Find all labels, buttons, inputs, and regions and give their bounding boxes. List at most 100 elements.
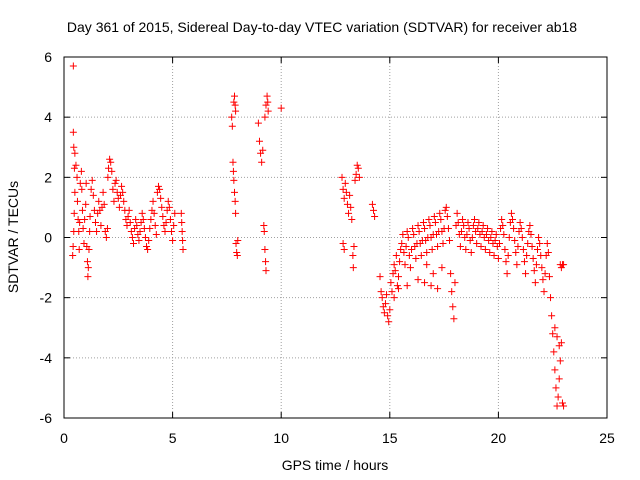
data-point-0-51 [106,155,114,163]
data-point-0-111 [171,209,179,217]
data-point-0-241 [451,279,459,287]
data-point-0-82 [139,215,147,223]
x-tick-label-20: 20 [491,430,507,446]
data-point-0-60 [115,203,123,211]
data-point-0-162 [351,176,359,184]
data-point-0-191 [397,246,405,254]
data-point-0-238 [448,288,456,296]
data-point-0-163 [352,170,360,178]
data-point-0-86 [144,246,152,254]
data-point-0-218 [426,221,434,229]
data-point-0-27 [83,258,91,266]
data-point-0-202 [409,224,417,232]
data-point-0-324 [541,270,549,278]
data-point-0-258 [469,221,477,229]
data-point-0-295 [510,224,518,232]
data-points [69,62,568,410]
data-point-0-289 [503,270,511,278]
data-point-0-136 [258,158,266,166]
data-point-0-319 [536,240,544,248]
data-point-0-20 [78,206,86,214]
data-point-0-267 [479,221,487,229]
data-point-0-351 [427,282,435,290]
data-point-0-85 [143,243,151,251]
data-point-0-188 [393,282,401,290]
data-point-0-269 [481,246,489,254]
data-point-0-5 [71,188,79,196]
data-point-0-53 [108,167,116,175]
data-point-0-99 [158,203,166,211]
data-point-0-282 [495,240,503,248]
data-point-0-18 [77,167,85,175]
data-point-0-275 [488,227,496,235]
data-point-0-10 [72,161,80,169]
data-point-0-49 [104,173,112,181]
data-point-0-33 [87,185,95,193]
data-point-0-240 [450,315,458,323]
data-point-0-208 [415,227,423,235]
data-point-0-137 [259,146,267,154]
data-point-0-143 [261,113,269,121]
y-tick-label--4: -4 [40,350,53,366]
data-point-0-168 [340,246,348,254]
data-point-0-358 [390,294,398,302]
data-point-0-196 [402,243,410,251]
data-point-0-13 [74,215,82,223]
data-point-0-44 [99,188,107,196]
data-point-0-132 [232,107,240,115]
data-point-0-133 [254,119,262,127]
data-point-0-84 [141,234,149,241]
x-tick-label-25: 25 [599,430,615,446]
data-point-0-183 [388,288,396,296]
data-point-0-270 [482,230,490,238]
data-point-0-278 [491,237,499,245]
data-point-0-350 [421,279,429,287]
data-point-0-17 [76,179,84,187]
data-point-0-203 [410,230,418,238]
data-point-0-298 [513,261,521,269]
data-point-0-87 [145,237,153,245]
data-point-0-93 [151,221,159,229]
data-point-0-155 [345,209,353,217]
data-point-0-332 [550,348,558,356]
data-point-0-8 [69,128,77,136]
data-point-0-213 [421,224,429,232]
data-point-0-316 [532,261,540,269]
data-point-0-303 [518,234,526,241]
data-point-0-35 [89,191,97,199]
data-point-0-197 [403,227,411,235]
data-point-0-106 [165,203,173,211]
data-point-0-146 [264,98,272,106]
data-point-0-334 [552,384,560,392]
data-point-0-253 [464,218,472,226]
data-point-0-117 [228,113,236,121]
data-point-0-313 [529,255,537,263]
data-point-0-333 [551,366,559,374]
data-point-0-198 [404,234,412,241]
data-point-0-166 [355,173,363,181]
data-point-0-156 [346,191,354,199]
data-point-0-148 [277,104,285,112]
data-point-0-121 [230,176,238,184]
data-point-0-123 [231,197,239,205]
x-tick-label-10: 10 [273,430,289,446]
data-point-0-25 [82,179,90,187]
data-point-0-279 [492,230,500,238]
data-point-0-338 [556,357,564,365]
data-point-0-315 [531,279,539,287]
data-point-0-34 [88,176,96,184]
data-point-0-37 [91,218,99,226]
data-point-0-222 [430,212,438,220]
data-point-0-57 [112,176,120,184]
data-point-0-102 [161,227,169,235]
data-point-0-329 [547,294,555,302]
data-point-0-89 [147,215,155,223]
data-point-0-259 [471,215,479,223]
data-point-0-227 [436,209,444,217]
data-point-0-110 [170,221,178,229]
data-point-0-113 [178,218,186,226]
data-point-0-311 [527,230,535,238]
data-point-0-144 [262,101,270,109]
data-point-0-115 [179,237,187,245]
